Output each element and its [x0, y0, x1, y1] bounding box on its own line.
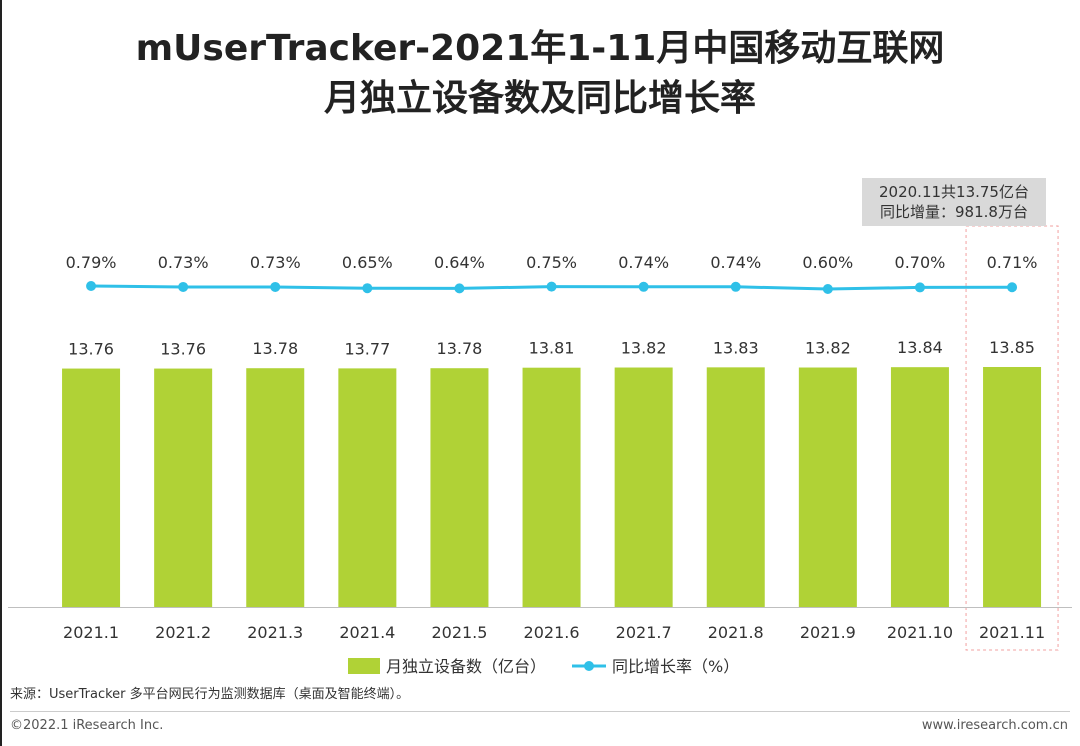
website-url: www.iresearch.com.cn [921, 718, 1068, 733]
growth-label-2021.2: 0.73% [158, 253, 209, 272]
x-tick-2021.5: 2021.5 [431, 623, 487, 642]
annotation-line-0: 2020.11共13.75亿台 [879, 183, 1029, 201]
x-tick-2021.4: 2021.4 [339, 623, 395, 642]
bar-2021.10 [890, 367, 949, 607]
growth-point-2021.6 [546, 281, 557, 292]
x-tick-2021.7: 2021.7 [616, 623, 672, 642]
chart-title-line2: 月独立设备数及同比增长率 [323, 78, 756, 119]
bar-label-2021.8: 13.83 [713, 338, 759, 357]
x-tick-2021.6: 2021.6 [524, 623, 580, 642]
growth-label-2021.11: 0.71% [987, 253, 1038, 272]
copyright: ©2022.1 iResearch Inc. [10, 718, 164, 733]
x-tick-2021.8: 2021.8 [708, 623, 764, 642]
bar-2021.5 [430, 368, 489, 607]
bar-2021.6 [522, 367, 581, 607]
bar-label-2021.3: 13.78 [252, 339, 298, 358]
bar-2021.7 [614, 367, 673, 607]
bar-label-2021.7: 13.82 [621, 339, 667, 358]
legend-marker-line [584, 661, 594, 671]
annotation-box [862, 178, 1046, 226]
growth-label-2021.8: 0.74% [710, 253, 761, 272]
annotation-line-1: 同比增量：981.8万台 [880, 203, 1028, 221]
legend-swatch-bar [348, 658, 380, 674]
bar-label-2021.4: 13.77 [344, 339, 390, 358]
growth-point-2021.9 [822, 284, 833, 294]
bar-2021.2 [154, 368, 213, 607]
growth-label-2021.6: 0.75% [526, 253, 577, 272]
bar-2021.3 [246, 368, 305, 607]
bar-2021.8 [706, 367, 765, 607]
growth-label-2021.5: 0.64% [434, 253, 485, 272]
footer-divider [10, 711, 1070, 712]
bar-label-2021.2: 13.76 [160, 340, 206, 359]
growth-point-2021.2 [178, 281, 189, 292]
bar-label-2021.9: 13.82 [805, 339, 851, 358]
x-tick-2021.10: 2021.10 [887, 623, 953, 642]
growth-label-2021.3: 0.73% [250, 253, 301, 272]
growth-point-2021.1 [86, 281, 97, 291]
bar-label-2021.1: 13.76 [68, 340, 114, 359]
bar-2021.9 [798, 367, 857, 607]
x-tick-2021.2: 2021.2 [155, 623, 211, 642]
x-tick-2021.11: 2021.11 [979, 623, 1045, 642]
left-border [0, 0, 2, 746]
growth-point-2021.10 [914, 282, 925, 293]
growth-label-2021.9: 0.60% [802, 253, 853, 272]
bar-2021.1 [62, 368, 121, 607]
bar-2021.11 [983, 367, 1042, 607]
growth-point-2021.5 [454, 283, 465, 294]
bar-label-2021.10: 13.84 [897, 338, 943, 357]
growth-label-2021.7: 0.74% [618, 253, 669, 272]
bar-2021.4 [338, 368, 397, 607]
growth-point-2021.8 [730, 281, 741, 292]
chart-title-line1: mUserTracker-2021年1-11月中国移动互联网 [135, 28, 945, 69]
x-tick-2021.3: 2021.3 [247, 623, 303, 642]
bar-label-2021.11: 13.85 [989, 338, 1035, 357]
growth-point-2021.7 [638, 281, 649, 292]
legend-label-bar: 月独立设备数（亿台） [386, 657, 546, 676]
growth-label-2021.10: 0.70% [895, 253, 946, 272]
bar-label-2021.5: 13.78 [437, 339, 483, 358]
growth-point-2021.4 [362, 283, 373, 294]
growth-label-2021.4: 0.65% [342, 253, 393, 272]
growth-label-2021.1: 0.79% [66, 253, 117, 272]
x-tick-2021.1: 2021.1 [63, 623, 119, 642]
legend-label-line: 同比增长率（%） [612, 657, 739, 676]
x-tick-2021.9: 2021.9 [800, 623, 856, 642]
source-note: 来源：UserTracker 多平台网民行为监测数据库（桌面及智能终端）。 [10, 687, 410, 702]
growth-point-2021.11 [1007, 282, 1018, 293]
bar-label-2021.6: 13.81 [529, 339, 575, 358]
growth-point-2021.3 [270, 281, 281, 292]
